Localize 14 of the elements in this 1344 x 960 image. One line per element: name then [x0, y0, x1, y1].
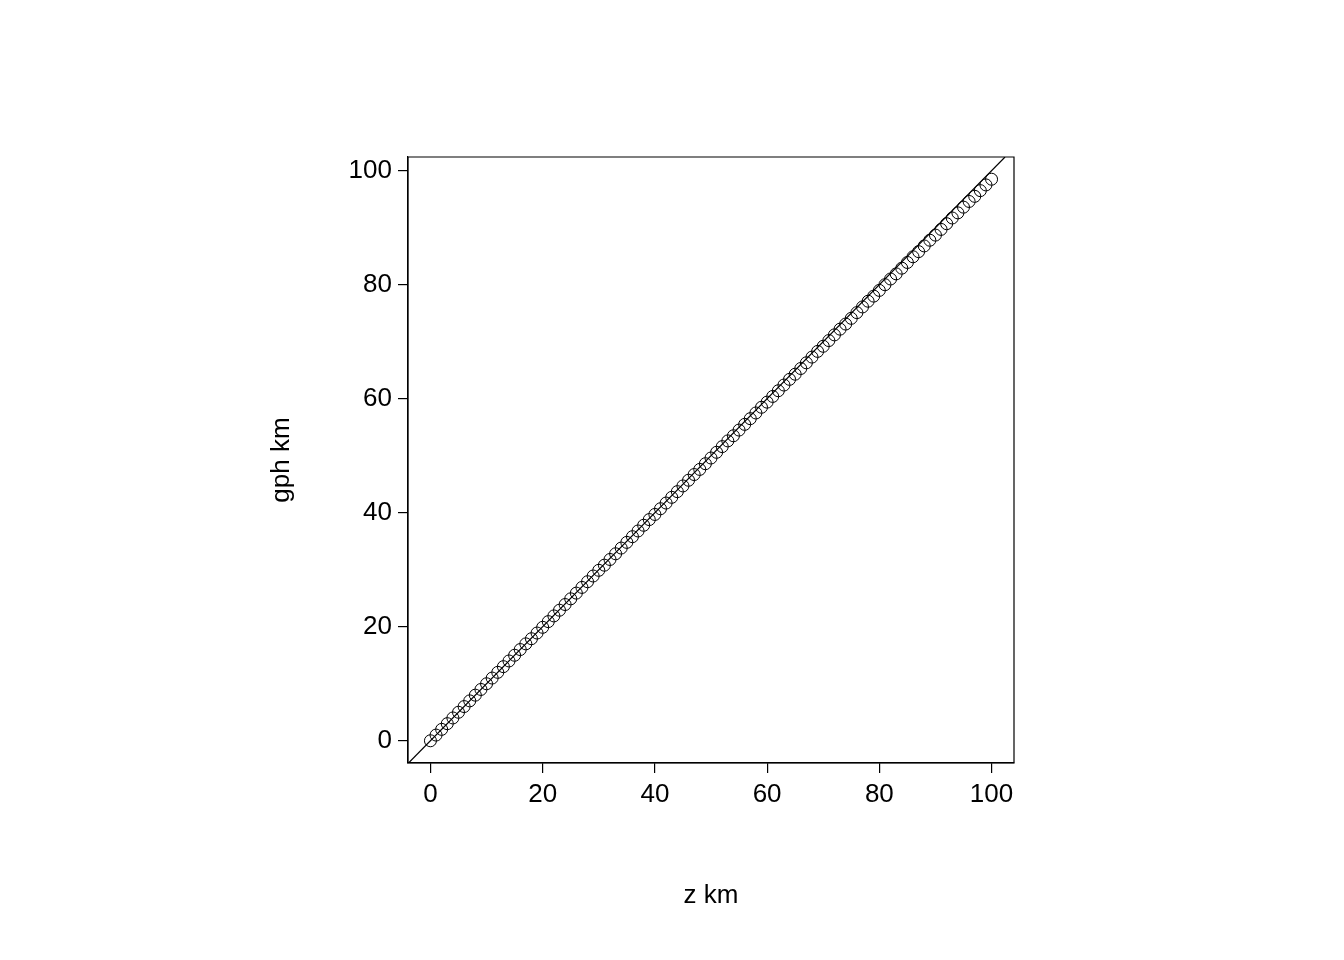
y-tick-label: 40: [363, 495, 392, 526]
x-tick-label: 40: [640, 777, 670, 808]
y-tick-label: 0: [377, 723, 392, 754]
x-tick-label: 80: [864, 777, 894, 808]
y-axis-title: gph km: [264, 417, 295, 503]
y-tick-label: 100: [348, 153, 392, 184]
x-tick-label: 100: [969, 777, 1014, 808]
x-tick-label: 20: [528, 777, 558, 808]
y-tick-label: 20: [363, 609, 392, 640]
y-tick-label: 80: [363, 267, 392, 298]
y-tick-label: 60: [363, 381, 392, 412]
x-tick-label: 60: [752, 777, 782, 808]
x-axis-title: z km: [683, 878, 739, 909]
x-tick-label: 0: [423, 777, 438, 808]
